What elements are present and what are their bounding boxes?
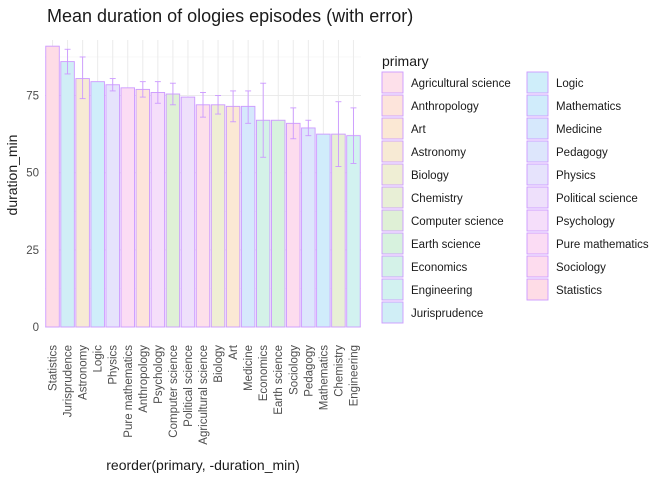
legend-swatch <box>381 209 404 232</box>
bar <box>271 119 286 328</box>
error-bars <box>64 48 357 167</box>
x-tick-label: Jurisprudence <box>63 345 75 417</box>
bar <box>45 45 60 328</box>
x-tick-label: Statistics <box>48 345 60 391</box>
x-tick-label: Astronomy <box>78 345 90 400</box>
bar <box>195 104 211 328</box>
x-tick-label: Medicine <box>243 345 255 391</box>
legend-label: Astronomy <box>411 147 466 159</box>
legend-swatch <box>526 71 549 94</box>
legend-label: Pure mathematics <box>556 239 649 251</box>
legend-swatch <box>381 71 404 94</box>
legend-swatch <box>381 278 404 301</box>
legend-label: Physics <box>556 170 596 182</box>
bar <box>346 135 361 328</box>
legend-label: Agricultural science <box>411 78 511 90</box>
y-tick-label: 25 <box>26 245 39 257</box>
y-tick-label: 75 <box>26 91 39 103</box>
legend-swatch <box>526 186 549 209</box>
x-tick-label: Pure mathematics <box>123 345 135 438</box>
bar <box>286 122 301 328</box>
bar <box>120 87 135 328</box>
x-tick-label: Political science <box>183 345 195 427</box>
legend-swatch <box>526 255 549 278</box>
legend-label: Logic <box>556 78 584 90</box>
bar <box>225 105 241 328</box>
legend-label: Engineering <box>411 285 472 297</box>
bar <box>316 133 331 328</box>
bar <box>75 78 90 328</box>
legend-swatch <box>381 117 404 140</box>
legend-swatch <box>526 94 549 117</box>
x-tick-label: Chemistry <box>333 345 345 397</box>
legend-label: Medicine <box>556 124 602 136</box>
x-tick-label: Anthropology <box>138 345 150 413</box>
legend-label: Economics <box>411 262 467 274</box>
legend-swatch <box>381 140 404 163</box>
legend-swatch <box>381 301 404 324</box>
x-axis-ticks: Statistics Jurisprudence Astronomy Logic Phy… <box>48 344 361 445</box>
legend-swatch <box>381 163 404 186</box>
legend-swatch <box>381 232 404 255</box>
legend-swatch <box>526 278 549 301</box>
legend-label: Mathematics <box>556 101 621 113</box>
bars <box>45 45 361 328</box>
bar <box>180 96 196 328</box>
y-tick-label: 50 <box>26 168 39 180</box>
x-tick-label: Agricultural science <box>198 345 210 445</box>
bar <box>301 127 316 328</box>
legend-swatch <box>526 140 549 163</box>
bar <box>60 61 75 328</box>
x-tick-label: Logic <box>93 345 105 373</box>
legend-swatch <box>381 255 404 278</box>
x-tick-label: Mathematics <box>318 345 330 410</box>
legend-swatch <box>526 209 549 232</box>
bar <box>210 104 226 328</box>
legend-label: Chemistry <box>411 193 463 205</box>
x-tick-label: Biology <box>213 345 225 383</box>
y-axis-title: duration_min <box>4 135 20 216</box>
legend-label: Jurisprudence <box>411 308 483 320</box>
x-tick-label: Computer science <box>168 345 180 438</box>
legend-label: Pedagogy <box>556 147 608 159</box>
legend-swatch <box>381 186 404 209</box>
bar <box>135 88 151 328</box>
x-tick-label: Pedagogy <box>303 345 315 397</box>
legend-swatch <box>381 94 404 117</box>
legend-label: Political science <box>556 193 638 205</box>
bar <box>90 81 105 328</box>
legend-swatch <box>526 232 549 255</box>
legend: primary Agricultural science Anthropology… <box>381 53 649 324</box>
x-tick-label: Art <box>228 344 240 360</box>
x-tick-label: Engineering <box>348 345 360 406</box>
x-tick-label: Psychology <box>153 345 165 404</box>
y-tick-label: 0 <box>33 322 39 334</box>
legend-label: Biology <box>411 170 449 182</box>
legend-label: Sociology <box>556 262 606 274</box>
legend-swatch <box>526 163 549 186</box>
legend-label: Earth science <box>411 239 481 251</box>
legend-label: Statistics <box>556 285 602 297</box>
x-tick-label: Physics <box>108 345 120 385</box>
chart-title: Mean duration of ologies episodes (with … <box>47 6 413 26</box>
legend-label: Computer science <box>411 216 504 228</box>
legend-label: Anthropology <box>411 101 479 113</box>
legend-label: Art <box>411 124 427 136</box>
bar <box>165 93 181 328</box>
y-axis-ticks: 0 25 50 75 <box>26 91 39 334</box>
legend-label: Psychology <box>556 216 615 228</box>
x-tick-label: Sociology <box>288 345 300 395</box>
legend-title: primary <box>382 53 429 69</box>
x-axis-title: reorder(primary, -duration_min) <box>106 457 299 473</box>
bar <box>150 92 166 328</box>
x-tick-label: Earth science <box>273 345 285 415</box>
x-tick-label: Economics <box>258 345 270 401</box>
bar <box>105 84 120 328</box>
legend-swatch <box>526 117 549 140</box>
bar <box>240 105 256 328</box>
